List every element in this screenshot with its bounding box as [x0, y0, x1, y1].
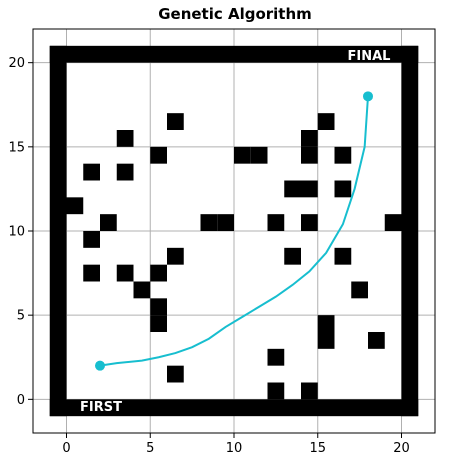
obstacle-block [267, 348, 285, 366]
obstacle-block [217, 214, 234, 231]
obstacle-block [334, 146, 352, 164]
obstacle-block [116, 163, 134, 181]
obstacle-block [267, 214, 285, 231]
obstacle-block [334, 180, 352, 198]
axis-ticks: 0 5 10 15 20 0 5 10 15 20 [8, 56, 409, 456]
x-tick-label: 0 [62, 441, 70, 456]
y-tick-label: 10 [8, 225, 25, 240]
y-tick-label: 0 [17, 393, 25, 408]
obstacle-block [200, 214, 218, 231]
path-line [99, 96, 369, 367]
obstacle-block [167, 365, 184, 383]
obstacle-block [317, 332, 335, 349]
obstacle-block [301, 180, 318, 198]
obstacle-block [83, 163, 100, 181]
y-tick-label: 20 [8, 56, 25, 71]
maze-border [49, 45, 419, 417]
x-tick-label: 5 [146, 441, 154, 456]
y-tick-label: 15 [8, 140, 25, 155]
obstacle-block [150, 146, 167, 164]
first-label: FIRST [80, 400, 122, 415]
obstacle-block [301, 382, 318, 400]
final-label: FINAL [348, 49, 391, 64]
path-series [95, 91, 373, 371]
obstacle-block [250, 146, 268, 164]
obstacle-block [66, 197, 84, 215]
obstacle-block [384, 214, 402, 231]
x-tick-label: 15 [309, 441, 326, 456]
obstacle-block [83, 264, 100, 282]
obstacle-block [301, 214, 318, 231]
obstacle-block [301, 146, 318, 164]
x-tick-label: 20 [393, 441, 410, 456]
obstacle-block [301, 130, 318, 147]
obstacle-block [284, 180, 301, 198]
obstacle-block [234, 146, 251, 164]
obstacle-block [133, 281, 151, 299]
obstacle-block [334, 247, 352, 265]
wall-top [49, 45, 419, 63]
obstacle-block [116, 264, 134, 282]
path-end-point [363, 91, 373, 102]
obstacle-block [100, 214, 117, 231]
obstacle-block [83, 231, 100, 248]
obstacles [66, 113, 402, 400]
obstacle-block [167, 247, 184, 265]
wall-left [49, 45, 67, 417]
obstacle-block [284, 247, 301, 265]
path-start-point [95, 360, 105, 371]
obstacle-block [116, 130, 134, 147]
wall-right [401, 45, 419, 417]
obstacle-block [150, 264, 167, 282]
obstacle-block [267, 382, 285, 400]
chart-title: Genetic Algorithm [158, 5, 312, 23]
obstacle-block [150, 298, 167, 316]
obstacle-block [150, 315, 167, 332]
y-tick-label: 5 [17, 309, 25, 324]
wall-bottom [49, 399, 419, 417]
obstacle-block [351, 281, 368, 299]
x-tick-label: 10 [226, 441, 243, 456]
obstacle-block [317, 113, 335, 130]
obstacle-block [368, 332, 385, 349]
obstacle-block [317, 315, 335, 332]
obstacle-block [167, 113, 184, 130]
